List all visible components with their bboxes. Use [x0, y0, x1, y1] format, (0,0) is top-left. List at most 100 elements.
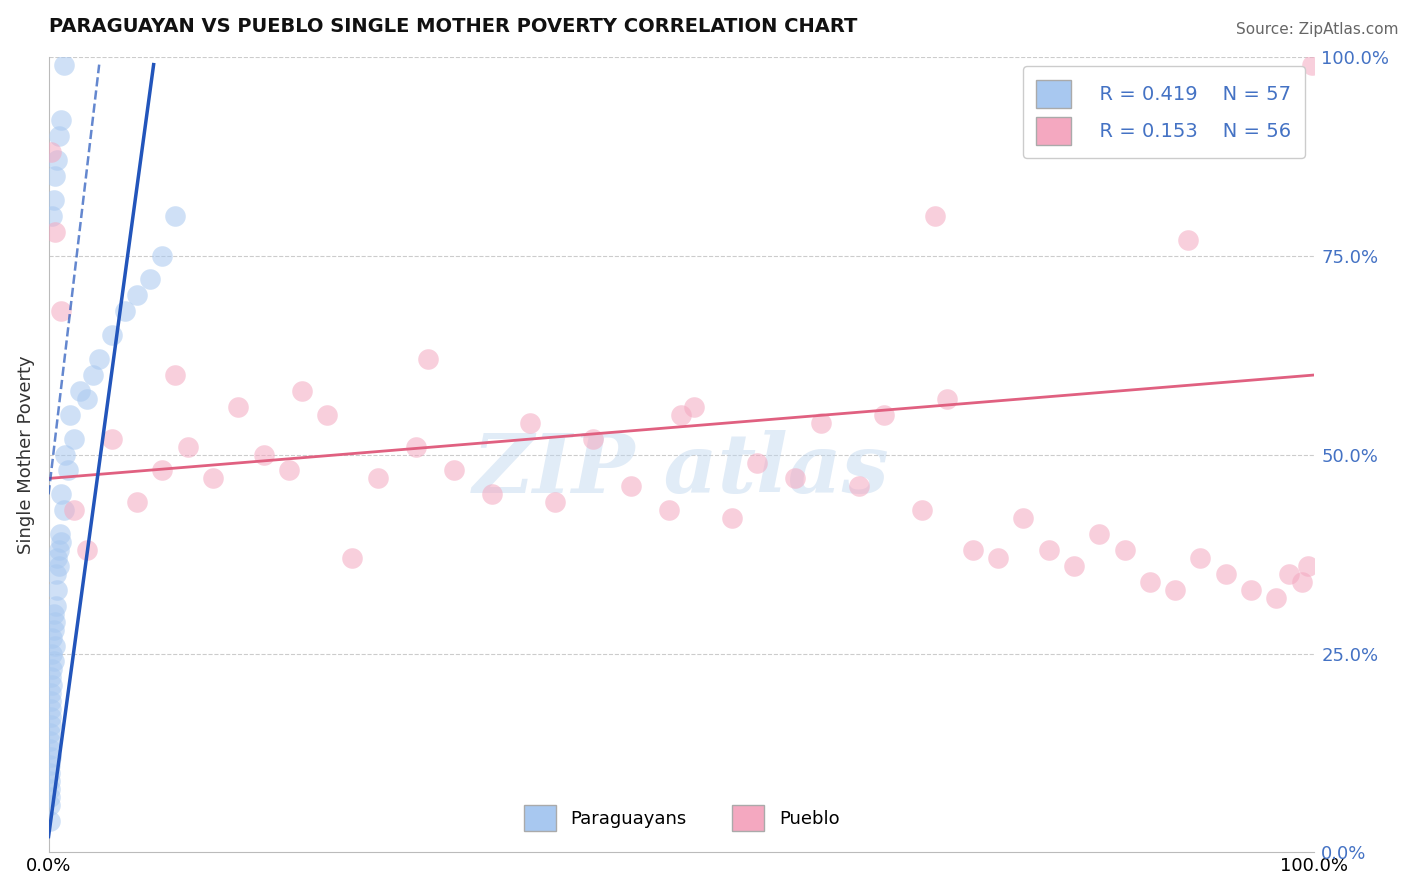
Point — [127, 495, 149, 509]
Point — [38, 742, 60, 756]
Point — [39, 670, 62, 684]
Point — [1012, 511, 1035, 525]
Point — [1301, 57, 1323, 71]
Point — [1038, 543, 1060, 558]
Point — [41, 662, 63, 676]
Legend: Paraguayans, Pueblo: Paraguayans, Pueblo — [510, 793, 852, 844]
Point — [63, 432, 86, 446]
Point — [41, 209, 63, 223]
Text: Source: ZipAtlas.com: Source: ZipAtlas.com — [1236, 22, 1399, 37]
Point — [38, 734, 60, 748]
Point — [76, 543, 98, 558]
Point — [747, 456, 769, 470]
Point — [39, 718, 62, 732]
Point — [45, 599, 67, 613]
Point — [1088, 527, 1111, 541]
Point — [38, 797, 60, 812]
Point — [177, 440, 200, 454]
Point — [1296, 559, 1319, 574]
Point — [316, 408, 339, 422]
Point — [936, 392, 959, 406]
Point — [52, 57, 75, 71]
Point — [42, 623, 65, 637]
Point — [152, 249, 174, 263]
Point — [48, 559, 70, 574]
Point — [228, 400, 250, 414]
Point — [1139, 574, 1161, 589]
Point — [1164, 582, 1187, 597]
Point — [38, 781, 60, 796]
Point — [139, 272, 162, 286]
Point — [291, 384, 314, 398]
Point — [38, 814, 60, 828]
Text: ZIP atlas: ZIP atlas — [472, 431, 890, 510]
Point — [56, 463, 79, 477]
Point — [89, 352, 111, 367]
Point — [42, 607, 65, 621]
Point — [42, 655, 65, 669]
Point — [1114, 543, 1136, 558]
Point — [1291, 574, 1313, 589]
Point — [114, 304, 136, 318]
Point — [924, 209, 946, 223]
Point — [39, 145, 62, 160]
Point — [481, 487, 503, 501]
Point — [44, 225, 66, 239]
Point — [278, 463, 301, 477]
Point — [38, 726, 60, 740]
Point — [41, 678, 63, 692]
Point — [44, 639, 66, 653]
Point — [253, 448, 276, 462]
Point — [39, 694, 62, 708]
Point — [1278, 566, 1301, 581]
Point — [165, 368, 187, 382]
Point — [1189, 551, 1212, 566]
Point — [1215, 566, 1237, 581]
Point — [671, 408, 693, 422]
Point — [658, 503, 681, 517]
Point — [46, 153, 69, 168]
Point — [52, 503, 75, 517]
Text: PARAGUAYAN VS PUEBLO SINGLE MOTHER POVERTY CORRELATION CHART: PARAGUAYAN VS PUEBLO SINGLE MOTHER POVER… — [49, 17, 856, 36]
Point — [418, 352, 440, 367]
Point — [1063, 559, 1085, 574]
Point — [987, 551, 1010, 566]
Point — [165, 209, 187, 223]
Point — [405, 440, 427, 454]
Y-axis label: Single Mother Poverty: Single Mother Poverty — [17, 355, 35, 554]
Point — [51, 304, 73, 318]
Point — [519, 416, 541, 430]
Point — [48, 543, 70, 558]
Point — [69, 384, 91, 398]
Point — [76, 392, 98, 406]
Point — [44, 615, 66, 629]
Point — [1265, 591, 1288, 605]
Point — [127, 288, 149, 302]
Point — [48, 129, 70, 144]
Point — [41, 631, 63, 645]
Point — [873, 408, 896, 422]
Point — [1177, 233, 1199, 247]
Point — [42, 193, 65, 207]
Point — [683, 400, 706, 414]
Point — [911, 503, 934, 517]
Point — [53, 448, 76, 462]
Point — [620, 479, 643, 493]
Point — [810, 416, 832, 430]
Point — [38, 789, 60, 804]
Point — [51, 487, 73, 501]
Point — [39, 686, 62, 700]
Point — [152, 463, 174, 477]
Point — [59, 408, 82, 422]
Point — [51, 535, 73, 549]
Point — [49, 527, 72, 541]
Point — [367, 471, 389, 485]
Point — [39, 750, 62, 764]
Point — [962, 543, 984, 558]
Point — [202, 471, 225, 485]
Point — [51, 113, 73, 128]
Point — [544, 495, 567, 509]
Point — [46, 551, 69, 566]
Point — [443, 463, 465, 477]
Point — [41, 647, 63, 661]
